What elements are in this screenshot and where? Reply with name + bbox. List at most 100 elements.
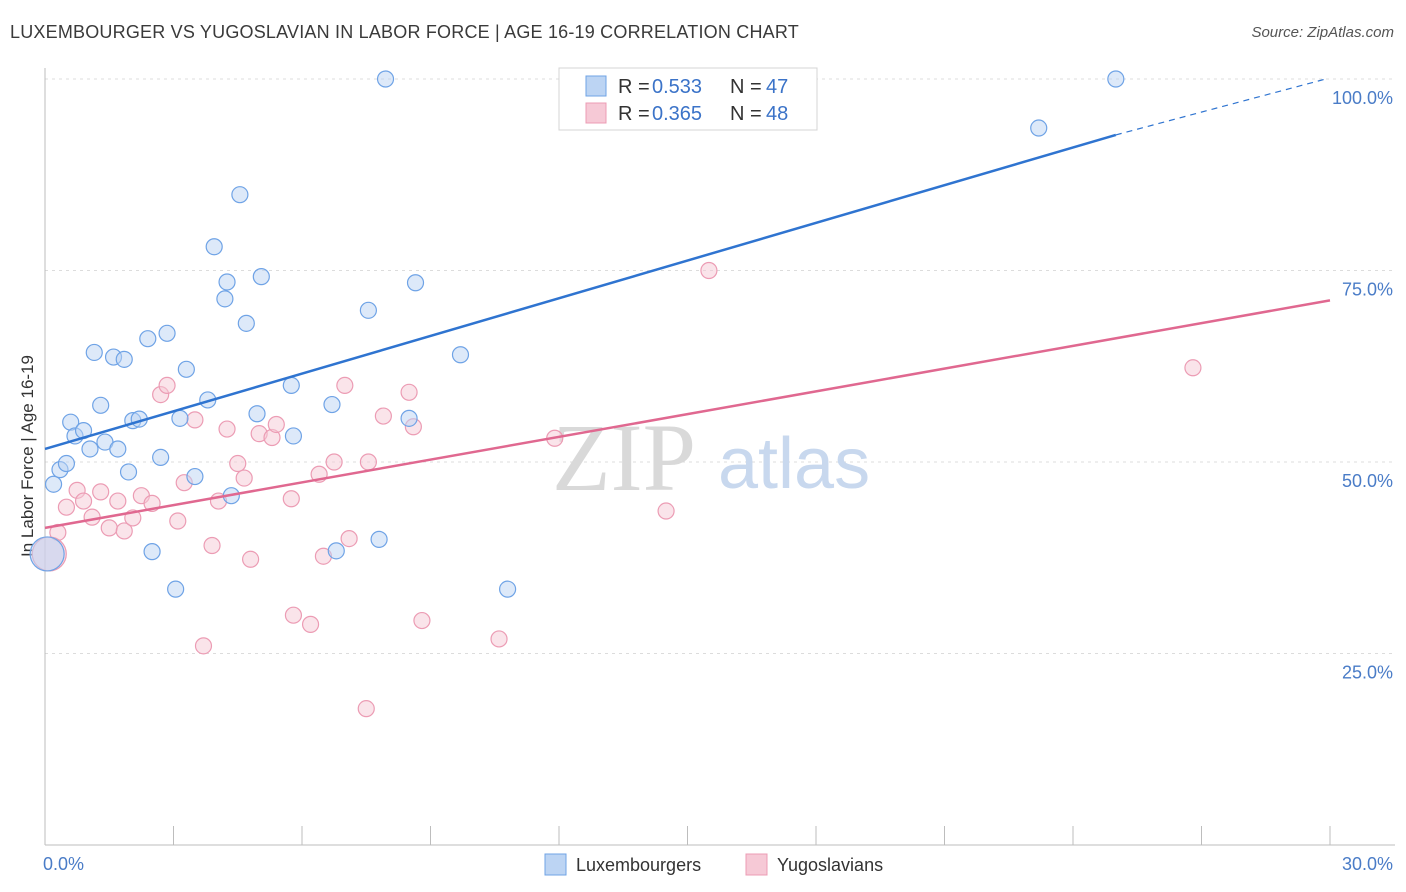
legend-r-value-1: 0.533 [652,76,702,98]
bottom-legend-yugoslavians: Yugoslavians [777,855,883,875]
luxembourger-point [143,543,161,561]
luxembourger-point [370,530,388,548]
yugoslavian-point [267,415,285,434]
yugoslavian-point [186,411,204,429]
y-tick-label: 25.0% [1342,663,1393,683]
yugoslavian-point [657,502,675,520]
yugoslavian-point [357,700,375,718]
series-luxembourgers-points [29,70,1125,598]
legend-n-label-2: N = [730,103,762,125]
y-axis-label: In Labor Force | Age 16-19 [18,355,37,557]
watermark-atlas: atlas [718,424,870,504]
luxembourger-point [152,448,170,467]
stats-legend: R = 0.533 N = 47 R = 0.365 N = 48 [558,67,818,131]
luxembourger-point [216,290,234,308]
trend-line-luxembourgers [44,133,1117,451]
yugoslavian-point [1184,359,1202,377]
legend-n-label-1: N = [730,76,762,98]
yugoslavian-point [400,383,418,401]
luxembourger-point [81,440,99,458]
luxembourger-point [44,475,63,493]
luxembourger-point [171,409,189,427]
luxembourger-point [1030,119,1048,137]
legend-r-label-1: R = [618,76,650,98]
yugoslavian-point [336,376,354,394]
bottom-legend-swatch-luxembourgers [544,853,567,876]
luxembourger-point [158,324,176,342]
luxembourger-point [115,350,133,368]
series-legend: Luxembourgers Yugoslavians [544,853,883,876]
luxembourger-point [109,440,127,458]
yugoslavian-point [218,420,236,438]
luxembourger-point [139,330,157,348]
legend-swatch-luxembourgers [585,75,607,97]
axes [44,68,1395,846]
luxembourger-point [323,395,341,414]
yugoslavian-point [158,376,176,394]
source-label: Source: ZipAtlas.com [1251,24,1394,41]
luxembourger-point [119,463,138,481]
bottom-legend-swatch-yugoslavians [745,853,768,876]
luxembourger-point [177,360,195,378]
luxembourger-point [499,580,517,598]
luxembourger-point [29,536,65,572]
watermark: ZIP atlas [552,404,870,511]
luxembourger-point [218,273,236,291]
luxembourger-point [85,343,103,362]
watermark-zip: ZIP [552,404,696,511]
yugoslavian-point [229,454,247,473]
yugoslavian-point [413,611,431,630]
x-tick-label-min: 0.0% [43,854,84,874]
y-tick-label: 75.0% [1342,280,1393,300]
luxembourger-point [205,238,223,256]
luxembourger-point [359,301,377,319]
luxembourger-point [231,186,249,204]
yugoslavian-point [700,261,718,280]
luxembourger-point [186,467,204,486]
yugoslavian-point [359,453,377,471]
yugoslavian-point [325,453,343,471]
luxembourger-point [376,70,395,88]
yugoslavian-point [490,630,508,648]
x-tick-labels: 0.0% 30.0% [43,854,1393,874]
yugoslavian-point [194,637,213,655]
yugoslavian-point [57,498,76,516]
yugoslavian-point [100,519,118,537]
x-tick-label-max: 30.0% [1342,854,1393,874]
y-tick-labels: 25.0% 50.0% 75.0% 100.0% [1332,88,1393,683]
yugoslavian-point [242,550,260,568]
legend-n-value-1: 47 [766,76,788,98]
yugoslavian-point [301,615,320,633]
yugoslavian-point [340,529,358,548]
luxembourger-point [1107,70,1125,88]
y-tick-label: 50.0% [1342,471,1393,491]
yugoslavian-point [169,512,187,530]
legend-n-value-2: 48 [766,103,788,125]
luxembourger-point [451,346,470,364]
trend-lines [44,78,1331,530]
luxembourger-point [248,405,266,423]
luxembourger-point [237,314,255,332]
yugoslavian-point [284,606,303,624]
luxembourger-point [327,542,345,560]
luxembourger-point [284,427,303,445]
trend-line-yugoslavians [44,299,1331,530]
legend-r-value-2: 0.365 [652,103,702,125]
luxembourger-point [400,409,418,427]
legend-r-label-2: R = [618,103,650,125]
yugoslavian-point [109,492,127,510]
trend-line-luxembourgers-extension [1115,78,1326,136]
yugoslavian-point [235,469,253,487]
y-tick-label: 100.0% [1332,88,1393,108]
luxembourger-point [57,454,76,473]
legend-swatch-yugoslavians [585,102,607,124]
yugoslavian-point [83,508,101,526]
yugoslavian-point [92,483,110,501]
yugoslavian-point [115,522,133,540]
yugoslavian-point [374,407,392,425]
bottom-legend-luxembourgers: Luxembourgers [576,855,701,875]
yugoslavian-point [203,536,221,555]
luxembourger-point [282,376,300,394]
luxembourger-point [252,268,270,286]
